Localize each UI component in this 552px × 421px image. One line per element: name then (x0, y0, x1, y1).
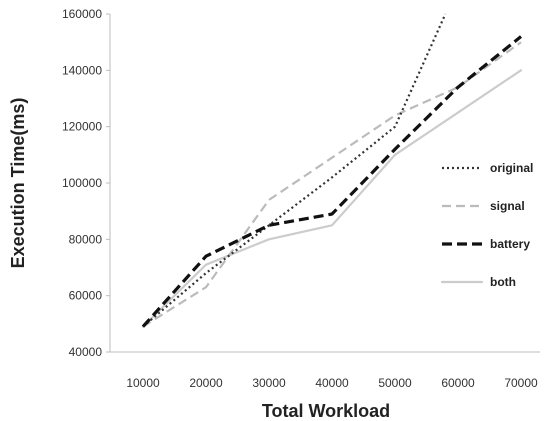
y-tick-label: 80000 (69, 232, 103, 246)
x-axis-title: Total Workload (262, 401, 390, 421)
y-tick-label: 140000 (62, 63, 102, 77)
legend-label-both: both (490, 275, 516, 289)
series-line-original (142, 13, 447, 328)
series-line-battery (141, 35, 523, 328)
x-tick-label: 30000 (252, 376, 286, 390)
y-tick-label: 120000 (62, 120, 102, 134)
series-line-both (141, 69, 523, 328)
legend-label-battery: battery (490, 237, 530, 251)
axes: 40000 60000 80000 100000 120000 140000 160000 1… (62, 7, 540, 390)
legend-label-signal: signal (490, 199, 525, 213)
legend: original signal battery both (440, 161, 533, 289)
x-tick-label: 10000 (126, 376, 160, 390)
x-tick-label: 20000 (189, 376, 223, 390)
y-tick-label: 160000 (62, 7, 102, 21)
plot-series (141, 13, 523, 328)
x-tick-label: 70000 (504, 376, 538, 390)
x-tick-label: 60000 (441, 376, 475, 390)
y-tick-label: 60000 (69, 289, 103, 303)
y-axis-title: Execution Time(ms) (8, 98, 28, 269)
y-tick-label: 40000 (69, 345, 103, 359)
legend-label-original: original (490, 161, 533, 175)
series-line-signal (142, 41, 522, 328)
x-tick-label: 40000 (315, 376, 349, 390)
y-tick-label: 100000 (62, 176, 102, 190)
x-tick-label: 50000 (378, 376, 412, 390)
